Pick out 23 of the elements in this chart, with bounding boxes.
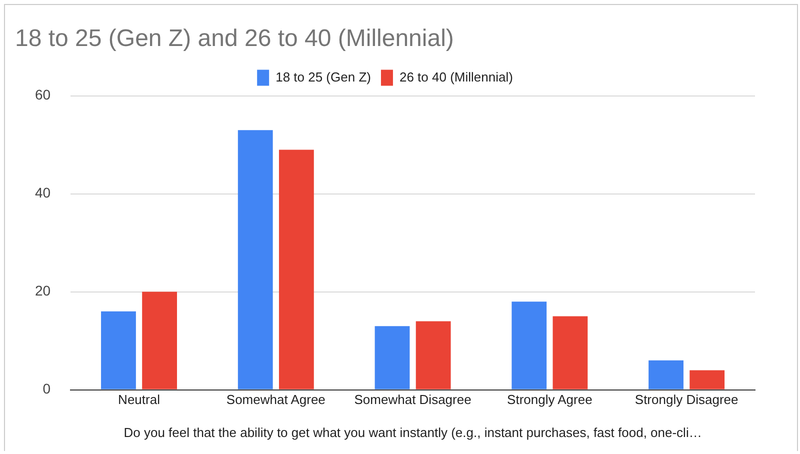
bar [552,316,588,390]
bar [142,292,177,390]
bar [374,326,410,390]
chart-title: 18 to 25 (Gen Z) and 26 to 40 (Millennial) [15,25,454,52]
bar [278,150,314,390]
bar [238,130,273,390]
bar [101,311,136,390]
bar [416,321,451,390]
y-tick-label: 20 [34,282,51,299]
y-tick-label: 60 [34,86,51,103]
bar [690,370,725,390]
x-tick-label: Somewhat Agree [226,392,326,408]
legend-label: 26 to 40 (Millennial) [399,69,513,84]
y-tick-label: 0 [42,380,51,397]
x-axis-title: Do you feel that the ability to get what you want instantly (e.g., instant purchases, fast food, one-cli… [124,424,702,440]
bar [512,302,547,390]
x-tick-label: Strongly Disagree [634,392,738,408]
x-tick-label: Strongly Agree [507,392,592,408]
y-tick-label: 40 [34,184,51,201]
x-tick-label: Neutral [118,392,160,408]
x-tick-label: Somewhat Disagree [354,392,472,408]
legend-label: 18 to 25 (Gen Z) [276,69,371,84]
bar [648,360,684,390]
